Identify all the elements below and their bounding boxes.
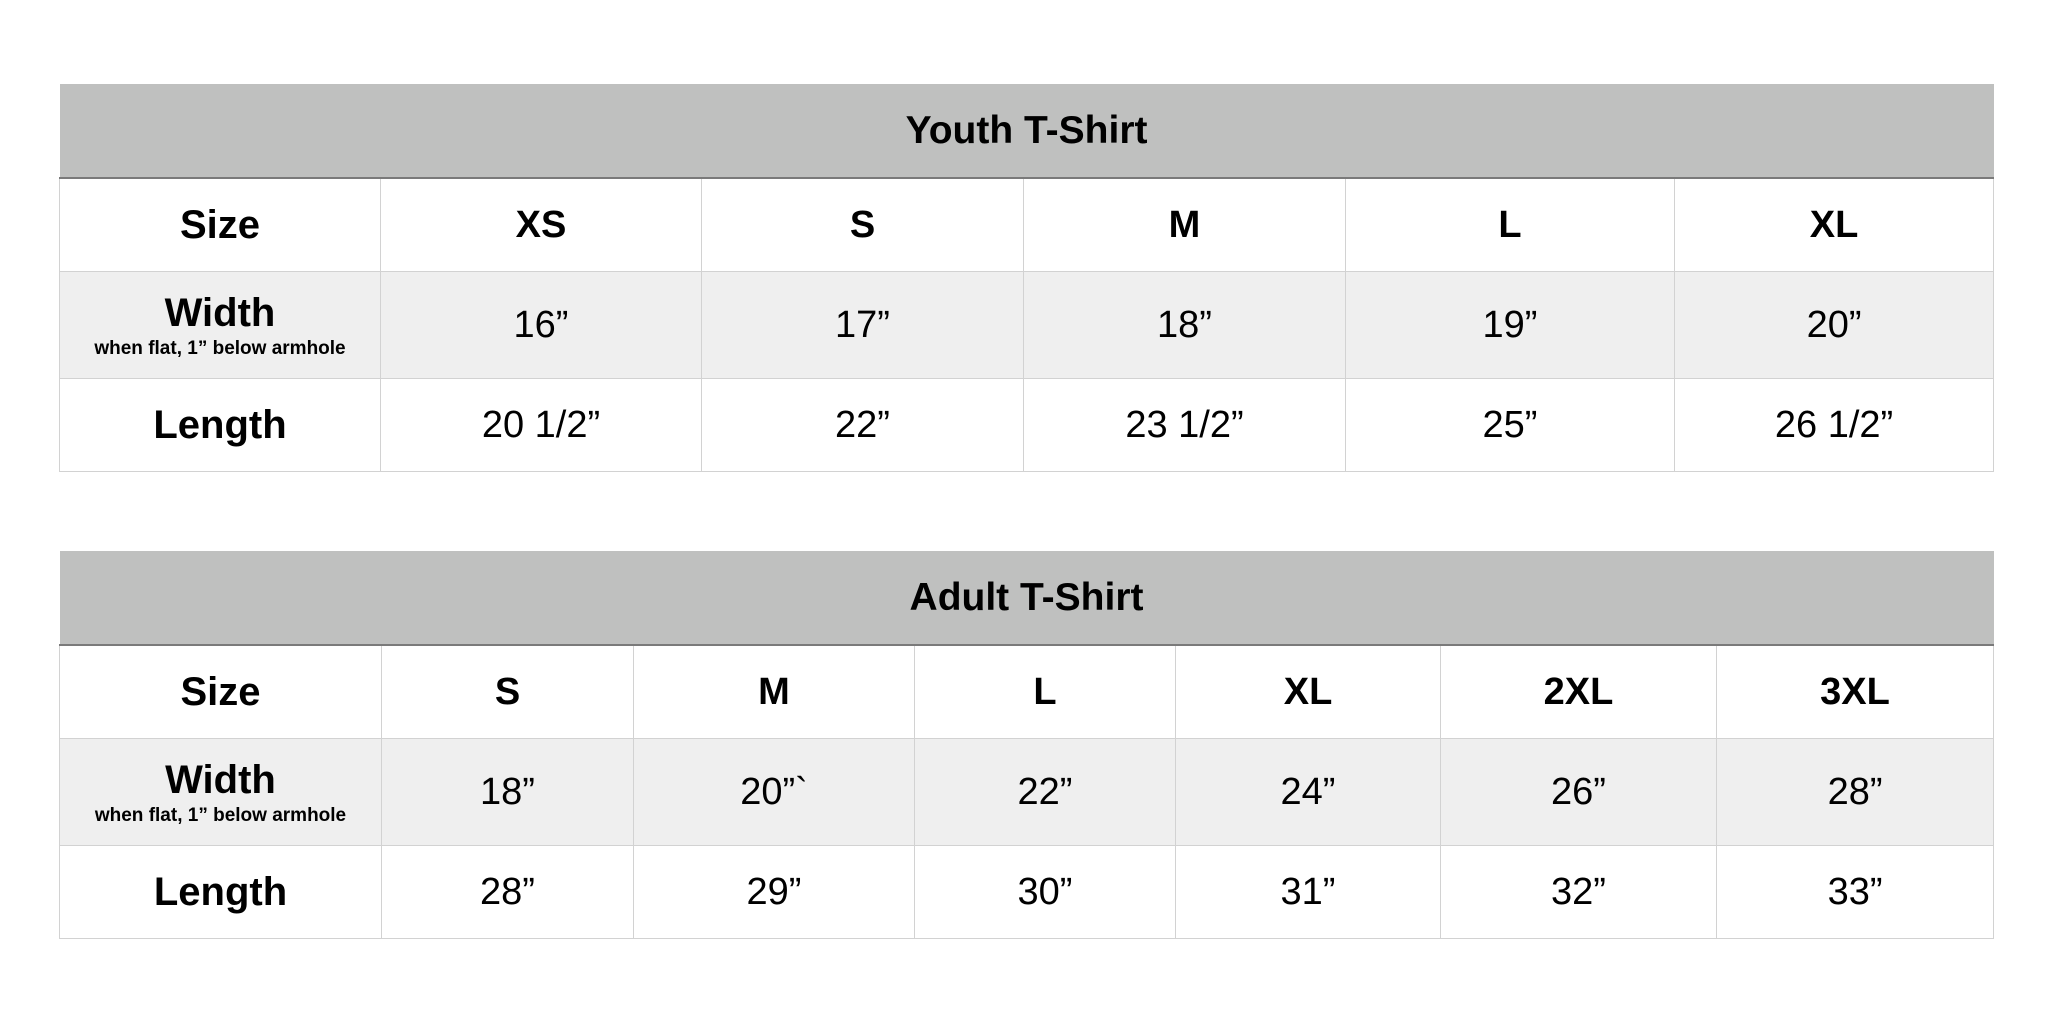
width-cell: 22”: [914, 738, 1176, 846]
length-cell: 25”: [1345, 378, 1675, 472]
size-cell: S: [381, 644, 634, 739]
length-row: Length 28” 29” 30” 31” 32” 33”: [59, 845, 1995, 939]
size-cell: XL: [1175, 644, 1441, 739]
width-cell: 20”: [1673, 271, 1995, 379]
row-label: Length: [59, 378, 381, 472]
size-cell: XS: [380, 177, 702, 272]
size-cell: L: [914, 644, 1176, 739]
length-cell: 23 1/2”: [1023, 378, 1346, 472]
width-label: Width: [164, 290, 276, 335]
length-cell: 29”: [633, 845, 915, 939]
size-cell: M: [633, 644, 915, 739]
length-cell: 30”: [914, 845, 1176, 939]
width-label: Width: [165, 757, 276, 802]
size-row: Size XS S M L XL: [59, 177, 1995, 272]
width-cell: 28”: [1715, 738, 1995, 846]
length-row: Length 20 1/2” 22” 23 1/2” 25” 26 1/2”: [59, 378, 1995, 472]
width-cell: 26”: [1440, 738, 1717, 846]
width-cell: 18”: [381, 738, 634, 846]
width-note: when flat, 1” below armhole: [94, 804, 347, 826]
length-cell: 26 1/2”: [1673, 378, 1995, 472]
size-cell: M: [1023, 177, 1346, 272]
size-cell: 2XL: [1440, 644, 1717, 739]
row-label: Size: [59, 644, 382, 739]
size-row: Size S M L XL 2XL 3XL: [59, 644, 1995, 739]
width-cell: 20”`: [633, 738, 915, 846]
row-label: Width when flat, 1” below armhole: [59, 738, 382, 846]
width-note: when flat, 1” below armhole: [94, 337, 346, 359]
width-cell: 19”: [1345, 271, 1675, 379]
length-cell: 28”: [381, 845, 634, 939]
length-cell: 32”: [1440, 845, 1717, 939]
length-cell: 22”: [701, 378, 1024, 472]
width-cell: 17”: [701, 271, 1024, 379]
row-label: Size: [59, 177, 381, 272]
width-row: Width when flat, 1” below armhole 18” 20”…: [59, 738, 1995, 846]
length-cell: 20 1/2”: [380, 378, 702, 472]
adult-size-table: Adult T-Shirt Size S M L XL 2XL 3XL Widt…: [59, 551, 1995, 939]
table-title: Youth T-Shirt: [59, 84, 1994, 179]
row-label: Width when flat, 1” below armhole: [59, 271, 381, 379]
width-cell: 16”: [380, 271, 702, 379]
width-row: Width when flat, 1” below armhole 16” 17”…: [59, 271, 1995, 379]
size-cell: XL: [1673, 177, 1995, 272]
table-title: Adult T-Shirt: [59, 551, 1994, 646]
row-label: Length: [59, 845, 382, 939]
size-cell: 3XL: [1715, 644, 1995, 739]
length-cell: 33”: [1715, 845, 1995, 939]
length-cell: 31”: [1175, 845, 1441, 939]
youth-size-table: Youth T-Shirt Size XS S M L XL Width when…: [59, 84, 1995, 472]
size-cell: L: [1345, 177, 1675, 272]
width-cell: 24”: [1175, 738, 1441, 846]
width-cell: 18”: [1023, 271, 1346, 379]
size-cell: S: [701, 177, 1024, 272]
